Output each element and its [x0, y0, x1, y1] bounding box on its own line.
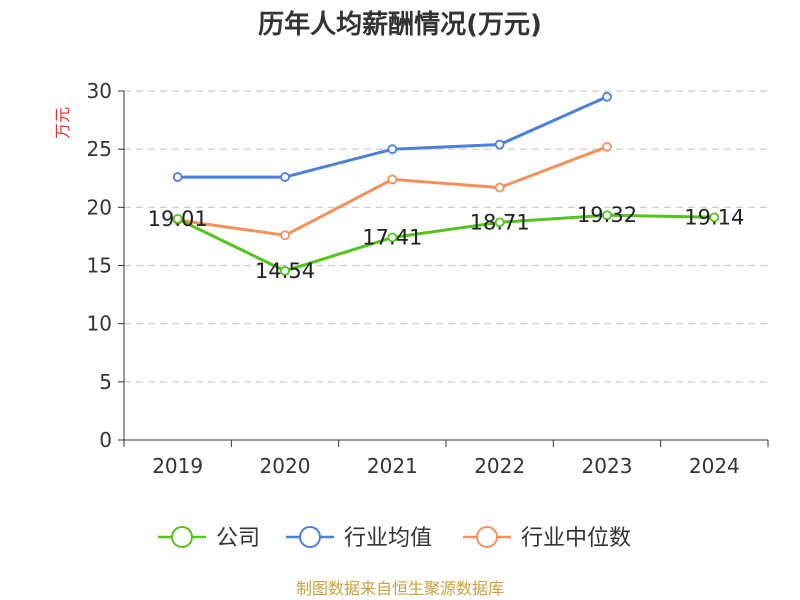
series-line: [177, 95, 608, 179]
data-label: 19.32: [577, 203, 637, 227]
data-point[interactable]: [387, 174, 398, 185]
legend-item[interactable]: 行业均值: [286, 526, 432, 551]
legend-marker-icon: [476, 526, 498, 548]
data-point[interactable]: [280, 172, 290, 182]
y-axis-label: 万元: [53, 107, 72, 139]
legend-label: 行业中位数: [521, 526, 631, 551]
data-point[interactable]: [280, 230, 290, 241]
data-label: 19.14: [684, 205, 744, 229]
data-point[interactable]: [387, 232, 398, 243]
x-tick-label: 2024: [689, 454, 740, 478]
legend-item[interactable]: 行业中位数: [463, 526, 631, 551]
data-label: 14.54: [255, 259, 315, 283]
data-label: 17.41: [362, 225, 422, 249]
legend-marker-icon: [299, 526, 321, 548]
data-point[interactable]: [602, 91, 612, 102]
data-label: 18.71: [470, 210, 530, 234]
legend-item[interactable]: 公司: [158, 526, 260, 551]
y-tick-label: 0: [99, 428, 112, 452]
legend[interactable]: 公司 行业均值 行业中位数: [158, 526, 631, 551]
y-tick-label: 10: [87, 312, 112, 336]
data-point[interactable]: [494, 182, 505, 193]
data-point[interactable]: [709, 212, 720, 223]
source-note: 制图数据来自恒生聚源数据库: [296, 579, 504, 598]
x-tick-label: 2023: [582, 454, 633, 478]
data-label: 19.01: [148, 207, 208, 231]
data-point[interactable]: [494, 139, 505, 150]
data-point[interactable]: [494, 217, 505, 228]
data-point[interactable]: [172, 172, 183, 182]
y-tick-label: 25: [87, 137, 112, 161]
series-line: [177, 145, 608, 237]
y-tick-label: 30: [87, 79, 112, 103]
legend-marker-icon: [171, 526, 193, 548]
legend-label: 行业均值: [344, 526, 432, 551]
series-layer: 19.01 14.54 17.41 18.71 19.32 19.14: [148, 91, 744, 283]
y-tick-label: 15: [87, 254, 112, 278]
x-tick-label: 2021: [367, 454, 418, 478]
y-tick-label: 5: [99, 370, 112, 394]
data-point[interactable]: [280, 265, 290, 276]
x-tick-label: 2022: [474, 454, 525, 478]
data-point[interactable]: [172, 213, 183, 224]
axes: 0 5 10 15 20 25 30 2019 2020 2021 2022 2023 2024: [87, 79, 769, 478]
grid: [124, 90, 768, 383]
data-point[interactable]: [387, 144, 398, 155]
series-line: [177, 213, 715, 273]
data-point[interactable]: [602, 210, 612, 221]
data-point[interactable]: [602, 141, 612, 152]
x-tick-label: 2020: [260, 454, 311, 478]
x-tick-label: 2019: [152, 454, 203, 478]
y-tick-label: 20: [87, 195, 112, 219]
legend-label: 公司: [216, 526, 260, 551]
chart-title: 历年人均薪酬情况(万元): [258, 9, 542, 40]
